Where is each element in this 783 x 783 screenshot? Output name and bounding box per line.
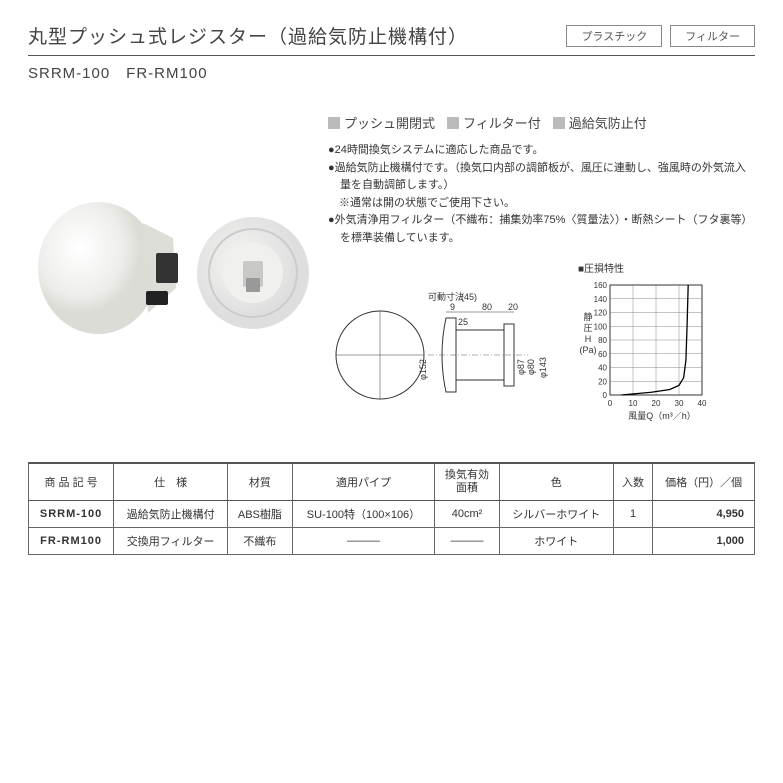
pressure-chart: 0 10 20 30 40 0 20 40 60 80 100 120 140 160 風量Q（m³／h） 静… [578, 279, 738, 429]
svg-text:20: 20 [508, 302, 518, 312]
th-code: 商 品 記 号 [29, 463, 114, 501]
square-mark-icon [447, 117, 459, 129]
pressure-chart-area: ■圧損特性 0 10 20 30 40 0 20 40 60 80 100 120 140 160 風量Q（… [578, 260, 738, 432]
svg-text:φ143: φ143 [538, 357, 548, 378]
feature-filter: フィルター付 [447, 113, 541, 132]
svg-text:160: 160 [594, 281, 608, 290]
cell-code: SRRM-100 [29, 500, 114, 527]
svg-text:100: 100 [594, 322, 608, 331]
svg-text:可動寸法: 可動寸法 [428, 291, 464, 302]
cell-qty: 1 [613, 500, 653, 527]
table-row: FR-RM100 交換用フィルター 不織布 ——— ——— ホワイト 1,000 [29, 527, 755, 554]
feature-row: プッシュ開閉式 フィルター付 過給気防止付 [328, 113, 755, 132]
divider [28, 55, 755, 56]
cell-mat: ABS樹脂 [228, 500, 292, 527]
model-codes: SRRM-100 FR-RM100 [28, 62, 755, 83]
cell-price: 1,000 [653, 527, 755, 554]
square-mark-icon [553, 117, 565, 129]
svg-text:風量Q（m³／h）: 風量Q（m³／h） [628, 411, 696, 421]
svg-text:120: 120 [594, 308, 608, 317]
feature-label: フィルター付 [463, 113, 541, 132]
th-area-text: 換気有効面積 [445, 469, 489, 494]
chart-title: ■圧損特性 [578, 260, 738, 275]
svg-text:9: 9 [450, 302, 455, 312]
svg-text:φ152: φ152 [418, 359, 428, 380]
spec-table: 商 品 記 号 仕 様 材質 適用パイプ 換気有効面積 色 入数 価格（円）／個… [28, 462, 755, 555]
cell-code: FR-RM100 [29, 527, 114, 554]
th-price: 価格（円）／個 [653, 463, 755, 501]
header-row: 丸型プッシュ式レジスター（過給気防止機構付） プラスチック フィルター [28, 22, 755, 49]
th-spec: 仕 様 [114, 463, 228, 501]
th-qty: 入数 [613, 463, 653, 501]
svg-text:φ87: φ87 [516, 359, 526, 375]
svg-text:80: 80 [598, 336, 607, 345]
svg-text:80: 80 [482, 302, 492, 312]
svg-text:40: 40 [598, 363, 607, 372]
cell-area: 40cm² [435, 500, 499, 527]
bullet-list: ●24時間換気システムに適応した商品です。 ●過給気防止機構付です。（換気口内部… [328, 142, 755, 248]
bullet-item: ※通常は開の状態でご使用下さい。 [328, 195, 755, 213]
cell-price: 4,950 [653, 500, 755, 527]
th-area: 換気有効面積 [435, 463, 499, 501]
svg-text:0: 0 [603, 391, 608, 400]
cell-color: シルバーホワイト [499, 500, 613, 527]
dimension-drawing: 可動寸法 9 (45) 80 20 25 φ152 φ87 φ80 φ143 [328, 260, 558, 400]
feature-label: 過給気防止付 [569, 113, 647, 132]
th-color: 色 [499, 463, 613, 501]
bullet-item: ●過給気防止機構付です。（換気口内部の調節板が、風圧に連動し、強風時の外気流入量… [328, 160, 755, 195]
svg-text:0: 0 [608, 399, 613, 408]
square-mark-icon [328, 117, 340, 129]
th-pipe: 適用パイプ [292, 463, 435, 501]
svg-text:静: 静 [583, 311, 592, 322]
svg-text:(45): (45) [461, 292, 477, 302]
main-content: プッシュ開閉式 フィルター付 過給気防止付 ●24時間換気システムに適応した商品… [28, 113, 755, 432]
tag-group: プラスチック フィルター [566, 25, 755, 47]
cell-spec: 過給気防止機構付 [114, 500, 228, 527]
feature-overair: 過給気防止付 [553, 113, 647, 132]
cell-area: ——— [435, 527, 499, 554]
svg-text:25: 25 [458, 317, 468, 327]
product-photo-area [28, 113, 318, 413]
svg-text:140: 140 [594, 294, 608, 303]
bullet-item: ●24時間換気システムに適応した商品です。 [328, 142, 755, 160]
svg-text:10: 10 [629, 399, 638, 408]
diagram-row: 可動寸法 9 (45) 80 20 25 φ152 φ87 φ80 φ143 ■… [328, 260, 755, 432]
cell-pipe: ——— [292, 527, 435, 554]
svg-text:40: 40 [698, 399, 707, 408]
tag-filter: フィルター [670, 25, 755, 47]
svg-text:60: 60 [598, 349, 607, 358]
bullet-item: ●外気清浄用フィルター（不織布：捕集効率75%〈質量法〉）・断熱シート（フタ裏等… [328, 212, 755, 247]
svg-text:(Pa): (Pa) [579, 345, 596, 355]
info-area: プッシュ開閉式 フィルター付 過給気防止付 ●24時間換気システムに適応した商品… [328, 113, 755, 432]
feature-push: プッシュ開閉式 [328, 113, 435, 132]
feature-label: プッシュ開閉式 [344, 113, 435, 132]
svg-text:H: H [585, 334, 592, 344]
cell-color: ホワイト [499, 527, 613, 554]
svg-text:φ80: φ80 [526, 359, 536, 375]
cell-pipe: SU-100特（100×106） [292, 500, 435, 527]
svg-text:20: 20 [652, 399, 661, 408]
cell-mat: 不織布 [228, 527, 292, 554]
cell-spec: 交換用フィルター [114, 527, 228, 554]
th-mat: 材質 [228, 463, 292, 501]
table-row: SRRM-100 過給気防止機構付 ABS樹脂 SU-100特（100×106）… [29, 500, 755, 527]
page-title: 丸型プッシュ式レジスター（過給気防止機構付） [28, 22, 468, 49]
tag-plastic: プラスチック [566, 25, 662, 47]
svg-text:20: 20 [598, 377, 607, 386]
svg-text:30: 30 [675, 399, 684, 408]
product-photo [28, 113, 318, 393]
svg-text:圧: 圧 [583, 323, 592, 333]
cell-qty [613, 527, 653, 554]
table-header-row: 商 品 記 号 仕 様 材質 適用パイプ 換気有効面積 色 入数 価格（円）／個 [29, 463, 755, 501]
